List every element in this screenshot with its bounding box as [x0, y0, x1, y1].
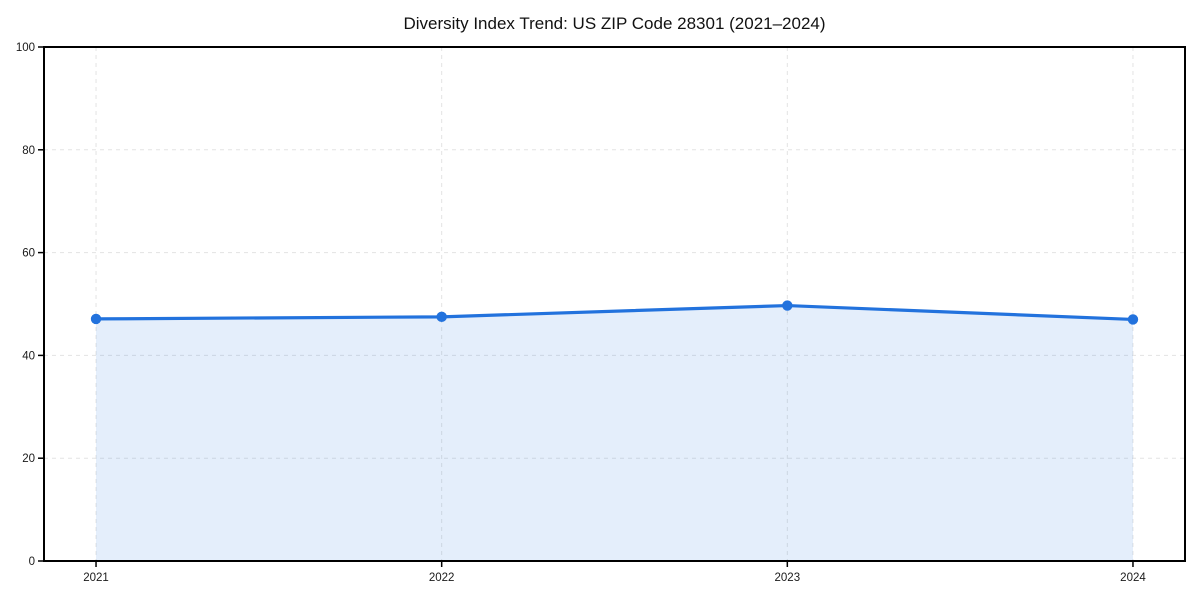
tick-label-y-60: 60	[22, 248, 35, 260]
tick-label-x-2023: 2023	[775, 572, 801, 584]
tick-label-y-40: 40	[22, 350, 35, 362]
tick-label-y-20: 20	[22, 453, 35, 465]
plot-area: 2021 2022 2023 2024 0 20 40 60 80 100	[16, 42, 1186, 584]
data-point-2021	[90, 313, 102, 325]
data-point-2023	[782, 300, 793, 311]
tick-label-y-0: 0	[29, 556, 35, 568]
data-point-2022	[436, 311, 447, 323]
tick-label-x-2024: 2024	[1120, 572, 1146, 584]
tick-label-x-2022: 2022	[429, 572, 455, 584]
plot-border	[43, 46, 1186, 562]
area-fill	[96, 305, 1133, 561]
tick-label-y-100: 100	[16, 42, 35, 54]
data-point-2024	[1127, 314, 1139, 325]
chart-title: Diversity Index Trend: US ZIP Code 28301…	[403, 14, 825, 33]
tick-label-y-80: 80	[22, 145, 35, 157]
trend-line	[94, 303, 1135, 322]
tick-label-x-2021: 2021	[83, 572, 109, 584]
